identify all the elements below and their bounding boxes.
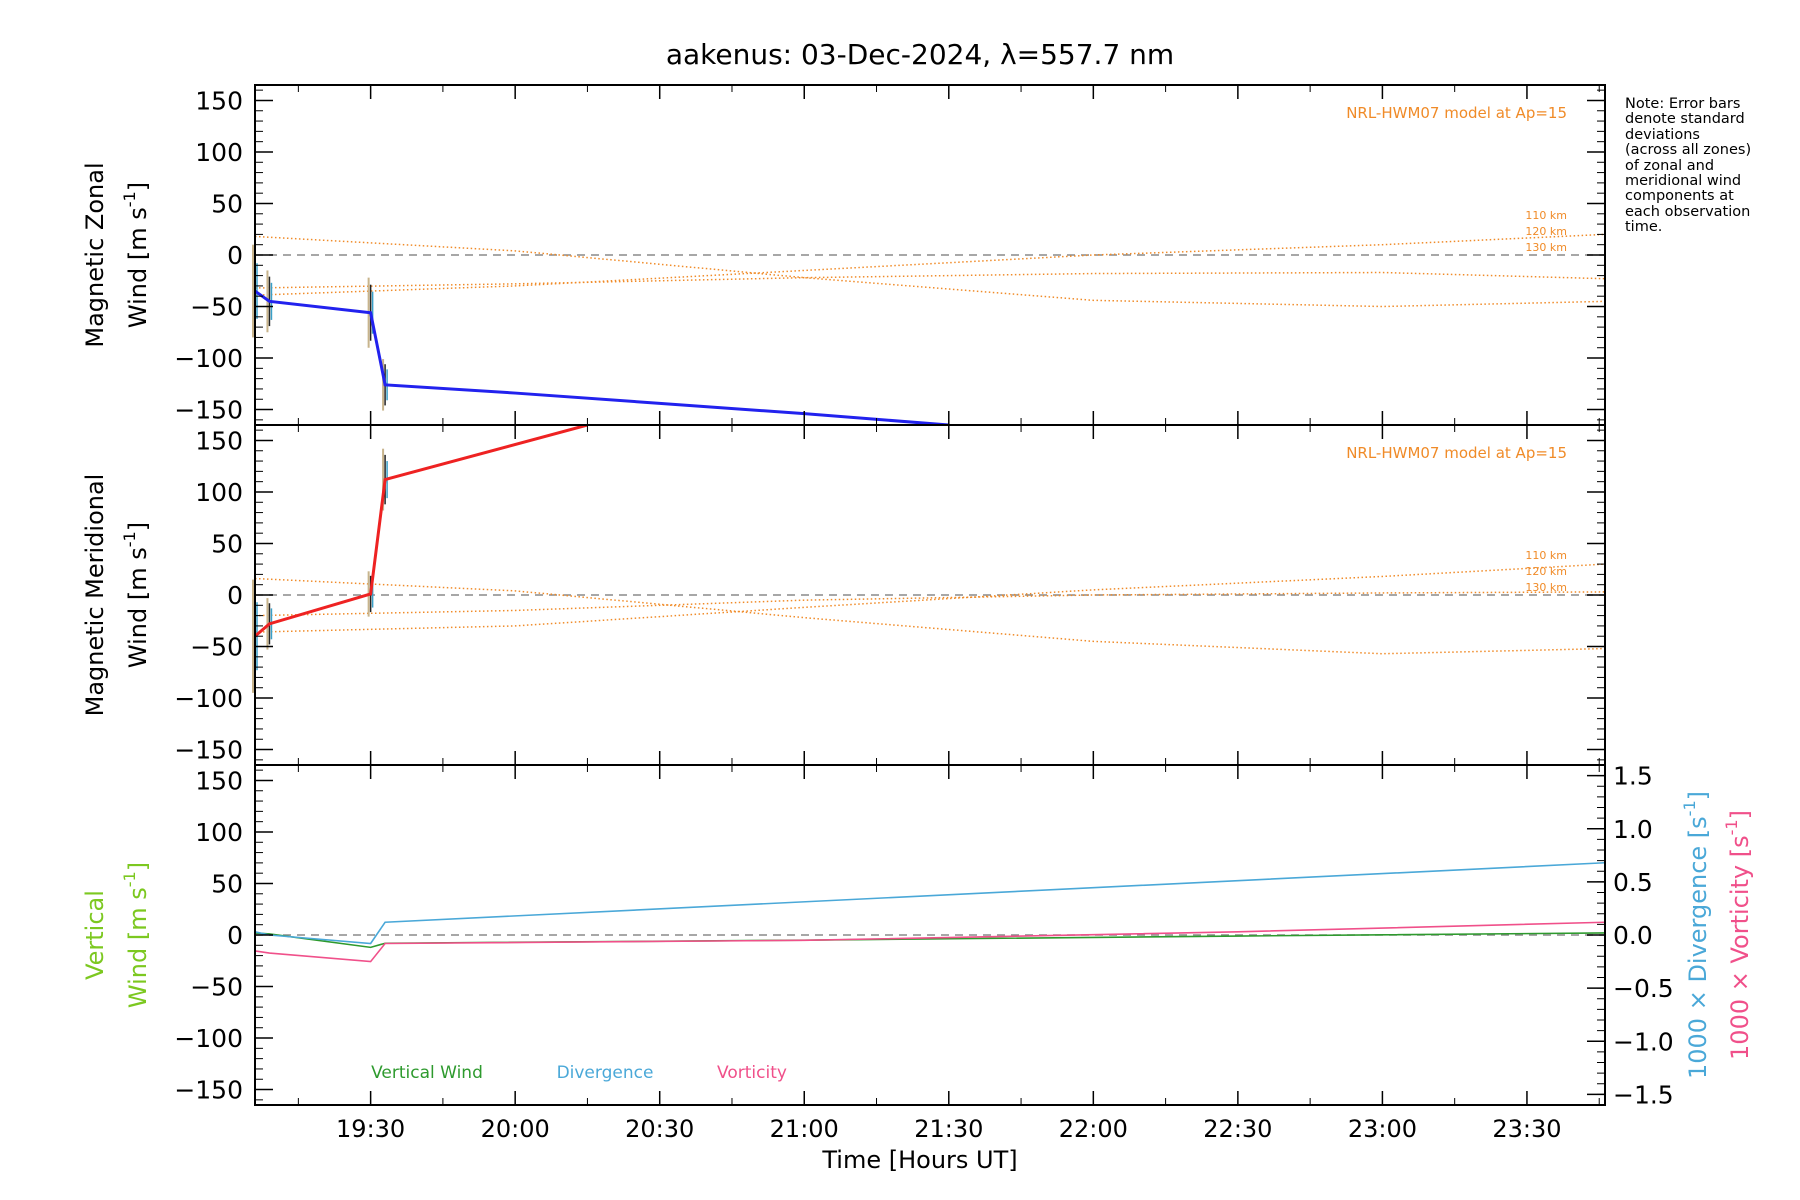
y-axis-label-text: Wind [m s xyxy=(124,547,152,668)
y-tick-label: −150 xyxy=(174,1076,243,1105)
note-line: (across all zones) xyxy=(1625,142,1752,159)
y2-label-vor-close: ] xyxy=(1726,810,1754,819)
panel-2: 110 km 120 km 130 km NRL-HWM07 model at Ap=… xyxy=(81,424,1606,766)
y2-tick-label: 0.5 xyxy=(1613,868,1653,897)
y-tick-label: −100 xyxy=(174,1024,243,1053)
model-label: NRL-HWM07 model at Ap=15 xyxy=(1346,444,1567,462)
model-line-2 xyxy=(255,233,1605,296)
y-axis-label-close: ] xyxy=(124,182,152,191)
y-axis-label-close: ] xyxy=(124,522,152,531)
y-tick-label: −150 xyxy=(174,396,243,425)
error-bar-note: Note: Error bars denote standard deviation… xyxy=(1625,96,1795,236)
y-tick-label: 150 xyxy=(195,766,243,795)
model-line-label: 120 km xyxy=(1525,225,1567,238)
y-axis-label-exponent: -1 xyxy=(120,531,139,547)
series-line-2 xyxy=(255,861,1605,945)
y-axis-label-line1: Magnetic Meridional xyxy=(81,474,109,717)
y-tick-label: 150 xyxy=(195,86,243,115)
chart-title: aakenus: 03-Dec-2024, λ=557.7 nm xyxy=(666,38,1174,71)
x-tick-label: 20:00 xyxy=(481,1115,550,1143)
y-axis-label-exponent: -1 xyxy=(120,191,139,207)
y-tick-label: 0 xyxy=(227,241,243,270)
y-tick-label: −150 xyxy=(174,736,243,765)
y2-tick-label: 0.0 xyxy=(1613,921,1653,950)
note-line: of zonal and xyxy=(1625,157,1715,174)
y-axis-label-text: Wind [m s xyxy=(124,207,152,328)
y-tick-label: 100 xyxy=(195,818,243,847)
y-axis-label-line2: Wind [m s-1] xyxy=(120,182,152,328)
y-tick-label: 150 xyxy=(195,426,243,455)
y2-tick-label: −1.0 xyxy=(1613,1027,1674,1056)
y2-label-div-exp: -1 xyxy=(1680,800,1699,816)
chart-panels: 110 km 120 km 130 km NRL-HWM07 model at Ap=… xyxy=(81,84,1754,1143)
y-axis-label-line2: Wind [m s-1] xyxy=(120,522,152,668)
series-line-1 xyxy=(255,425,588,638)
y-tick-label: 100 xyxy=(195,138,243,167)
y-tick-label: −50 xyxy=(190,633,243,662)
y-tick-label: 100 xyxy=(195,478,243,507)
y-axis-label-line2: Wind [m s-1] xyxy=(120,862,152,1008)
x-axis-label: Time [Hours UT] xyxy=(821,1146,1017,1174)
model-line-1 xyxy=(255,577,1605,655)
model-line-3 xyxy=(255,271,1605,289)
model-line-label: 110 km xyxy=(1525,549,1567,562)
y-tick-label: 0 xyxy=(227,581,243,610)
x-tick-label: 23:30 xyxy=(1492,1115,1561,1143)
y2-label-div-close: ] xyxy=(1684,791,1712,800)
y-axis-label-exponent: -1 xyxy=(120,871,139,887)
y2-axis-label-divergence: 1000 × Divergence [s-1] xyxy=(1680,791,1712,1079)
model-line-1 xyxy=(255,235,1605,308)
y2-tick-label: −0.5 xyxy=(1613,974,1674,1003)
x-tick-label: 22:00 xyxy=(1059,1115,1128,1143)
y2-tick-label: 1.5 xyxy=(1613,762,1653,791)
y-tick-label: 50 xyxy=(211,529,243,558)
y-axis-label-line1: Magnetic Zonal xyxy=(81,162,109,347)
y-axis-label-text: Wind [m s xyxy=(124,887,152,1008)
legend-item: Divergence xyxy=(557,1063,654,1083)
y-tick-label: −100 xyxy=(174,344,243,373)
y-tick-label: 50 xyxy=(211,189,243,218)
y-tick-label: 50 xyxy=(211,869,243,898)
series-line-1 xyxy=(255,289,949,425)
x-tick-label: 20:30 xyxy=(625,1115,694,1143)
y2-tick-label: −1.5 xyxy=(1613,1080,1674,1109)
y2-label-vor-exp: -1 xyxy=(1722,819,1741,835)
y-tick-label: −50 xyxy=(190,293,243,322)
y2-axis-label-vorticity: 1000 × Vorticity [s-1] xyxy=(1722,810,1754,1060)
model-label: NRL-HWM07 model at Ap=15 xyxy=(1346,104,1567,122)
y2-label-vor-text: 1000 × Vorticity [s xyxy=(1726,835,1754,1060)
y-axis-label-line1: Vertical xyxy=(81,890,109,980)
model-line-label: 110 km xyxy=(1525,209,1567,222)
y-tick-label: −100 xyxy=(174,684,243,713)
model-line-2 xyxy=(255,563,1605,633)
model-line-label: 130 km xyxy=(1525,241,1567,254)
note-line: Note: Error bars xyxy=(1625,96,1741,112)
model-line-label: 130 km xyxy=(1525,581,1567,594)
note-line: meridional wind xyxy=(1625,173,1742,190)
x-tick-label: 21:30 xyxy=(914,1115,983,1143)
y2-label-div-text: 1000 × Divergence [s xyxy=(1684,816,1712,1079)
note-line: denote standard xyxy=(1625,111,1745,128)
x-tick-label: 21:00 xyxy=(770,1115,839,1143)
y-axis-label-close: ] xyxy=(124,862,152,871)
y-tick-label: 0 xyxy=(227,921,243,950)
panel-1: 110 km 120 km 130 km NRL-HWM07 model at Ap=… xyxy=(81,84,1606,426)
series-line-3 xyxy=(255,921,1605,963)
model-line-label: 120 km xyxy=(1525,565,1567,578)
x-tick-label: 22:30 xyxy=(1203,1115,1272,1143)
note-line: components at xyxy=(1625,188,1734,205)
x-tick-label: 19:30 xyxy=(336,1115,405,1143)
note-line: time. xyxy=(1625,219,1663,236)
note-line: each observation xyxy=(1625,203,1751,220)
x-tick-label: 23:00 xyxy=(1348,1115,1417,1143)
legend-item: Vertical Wind xyxy=(371,1063,483,1083)
y2-tick-label: 1.0 xyxy=(1613,815,1653,844)
model-line-3 xyxy=(255,591,1605,617)
legend-item: Vorticity xyxy=(717,1063,787,1083)
note-line: deviations xyxy=(1625,126,1700,143)
y-tick-label: −50 xyxy=(190,973,243,1002)
